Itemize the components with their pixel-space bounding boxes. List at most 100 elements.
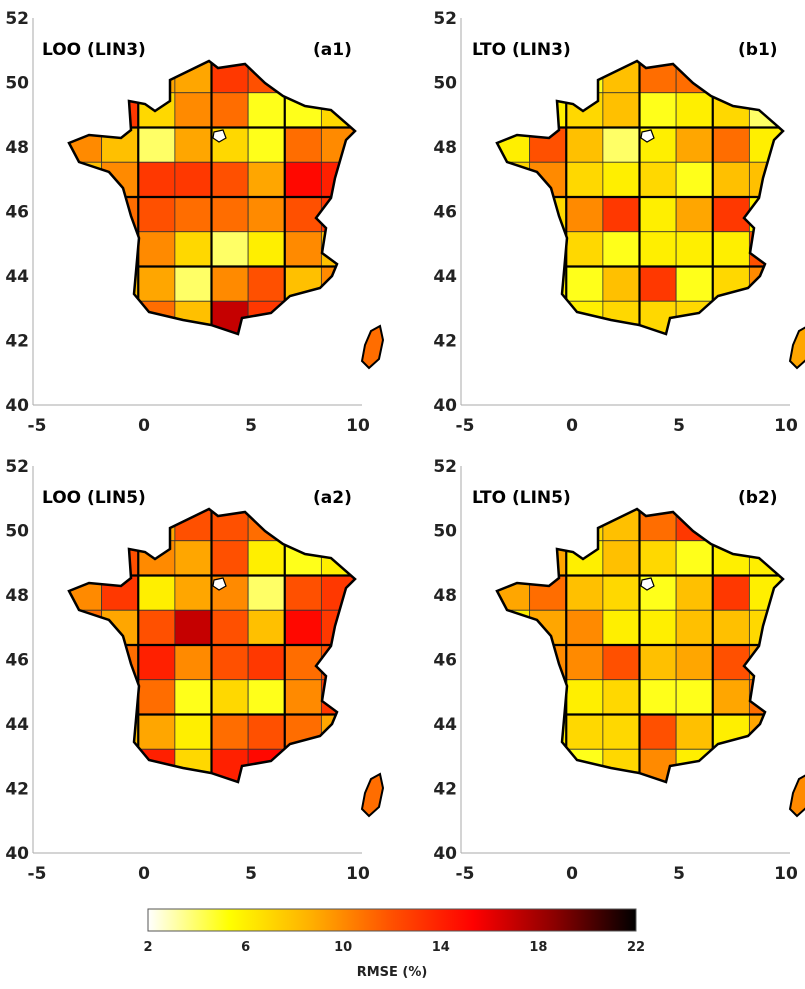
y-tick-label: 44	[433, 715, 457, 735]
department-region	[320, 231, 355, 267]
department-region	[675, 575, 714, 611]
department-region	[174, 540, 212, 576]
x-tick-labels: -5 0 5 10	[28, 864, 370, 884]
department-region	[284, 575, 322, 611]
department-region	[497, 196, 531, 233]
y-tick-labels: 40 42 44 46 48 50 52	[433, 457, 457, 864]
department-region	[247, 61, 286, 94]
department-region	[284, 644, 322, 681]
department-region	[565, 196, 604, 233]
department-region	[69, 231, 103, 267]
department-region	[69, 540, 103, 576]
department-region	[748, 609, 783, 646]
department-region	[101, 127, 139, 163]
y-tick-labels: 40 42 44 46 48 50 52	[5, 9, 29, 416]
department-region	[712, 300, 750, 334]
department-region	[602, 679, 640, 715]
department-region	[284, 61, 322, 94]
department-region	[137, 161, 176, 198]
department-region	[712, 609, 750, 646]
department-region	[712, 575, 750, 611]
department-region	[639, 714, 677, 750]
department-region	[712, 509, 750, 542]
department-region	[565, 266, 604, 302]
france-outline	[67, 507, 357, 784]
department-region	[101, 196, 139, 233]
department-region	[639, 679, 677, 715]
y-tick-label: 44	[433, 267, 457, 287]
department-region	[174, 266, 212, 302]
panel-tag: (a1)	[313, 40, 352, 60]
y-tick-label: 44	[5, 267, 29, 287]
department-region	[137, 127, 176, 163]
department-region	[69, 714, 103, 750]
paris-region	[640, 129, 655, 143]
y-tick-label: 52	[433, 9, 457, 29]
corsica	[360, 772, 385, 818]
department-region	[712, 231, 750, 267]
department-region	[602, 231, 640, 267]
department-region	[101, 575, 139, 611]
department-region	[675, 714, 714, 750]
map-panel-a2: LOO (LIN5) (a2) 40 42 44 46 48 50 52 -5 0 5 10	[5, 457, 385, 884]
y-tick-label: 40	[5, 396, 29, 416]
x-tick-label: 0	[138, 864, 150, 884]
department-region	[675, 161, 714, 198]
department-region	[174, 196, 212, 233]
department-region	[602, 644, 640, 681]
department-region	[712, 679, 750, 715]
department-region	[675, 609, 714, 646]
x-tick-label: 10	[346, 864, 370, 884]
department-region	[137, 714, 176, 750]
department-region	[712, 161, 750, 198]
map-panel-b1: LTO (LIN3) (b1) 40 42 44 46 48 50 52 -5 0 5 10	[433, 9, 805, 436]
department-region	[748, 748, 783, 782]
department-region	[639, 196, 677, 233]
colorbar-tick-label: 14	[432, 940, 450, 955]
y-tick-label: 50	[433, 74, 457, 94]
department-region	[69, 679, 103, 715]
department-region	[69, 196, 103, 233]
department-region	[675, 509, 714, 542]
department-region	[529, 231, 567, 267]
department-region	[101, 300, 139, 334]
y-tick-labels: 40 42 44 46 48 50 52	[433, 9, 457, 416]
corsica	[788, 326, 805, 370]
x-tick-label: 5	[245, 864, 257, 884]
department-region	[497, 61, 531, 94]
colorbar-label: RMSE (%)	[357, 965, 428, 980]
department-region	[639, 92, 677, 128]
department-region	[247, 644, 286, 681]
y-tick-label: 50	[433, 522, 457, 542]
region-borders	[497, 61, 783, 334]
department-region	[529, 679, 567, 715]
paris-region	[640, 577, 655, 591]
department-region	[675, 196, 714, 233]
x-tick-label: 10	[346, 416, 370, 436]
department-region	[284, 196, 322, 233]
department-region	[69, 300, 103, 334]
department-region	[602, 540, 640, 576]
department-region	[174, 231, 212, 267]
department-region	[174, 644, 212, 681]
department-region	[748, 231, 783, 267]
department-region	[675, 127, 714, 163]
department-region	[675, 644, 714, 681]
department-region	[497, 231, 531, 267]
department-region	[320, 61, 355, 94]
department-region	[602, 714, 640, 750]
department-region	[137, 575, 176, 611]
department-region	[565, 609, 604, 646]
department-region	[101, 92, 139, 128]
y-tick-label: 40	[433, 844, 457, 864]
y-tick-label: 42	[433, 332, 457, 352]
department-region	[247, 679, 286, 715]
panel-tag: (a2)	[313, 488, 352, 508]
department-region	[69, 644, 103, 681]
x-tick-label: 0	[138, 416, 150, 436]
department-region	[497, 266, 531, 302]
y-tick-label: 46	[433, 651, 457, 671]
department-region	[211, 644, 249, 681]
department-region	[174, 161, 212, 198]
department-region	[247, 127, 286, 163]
